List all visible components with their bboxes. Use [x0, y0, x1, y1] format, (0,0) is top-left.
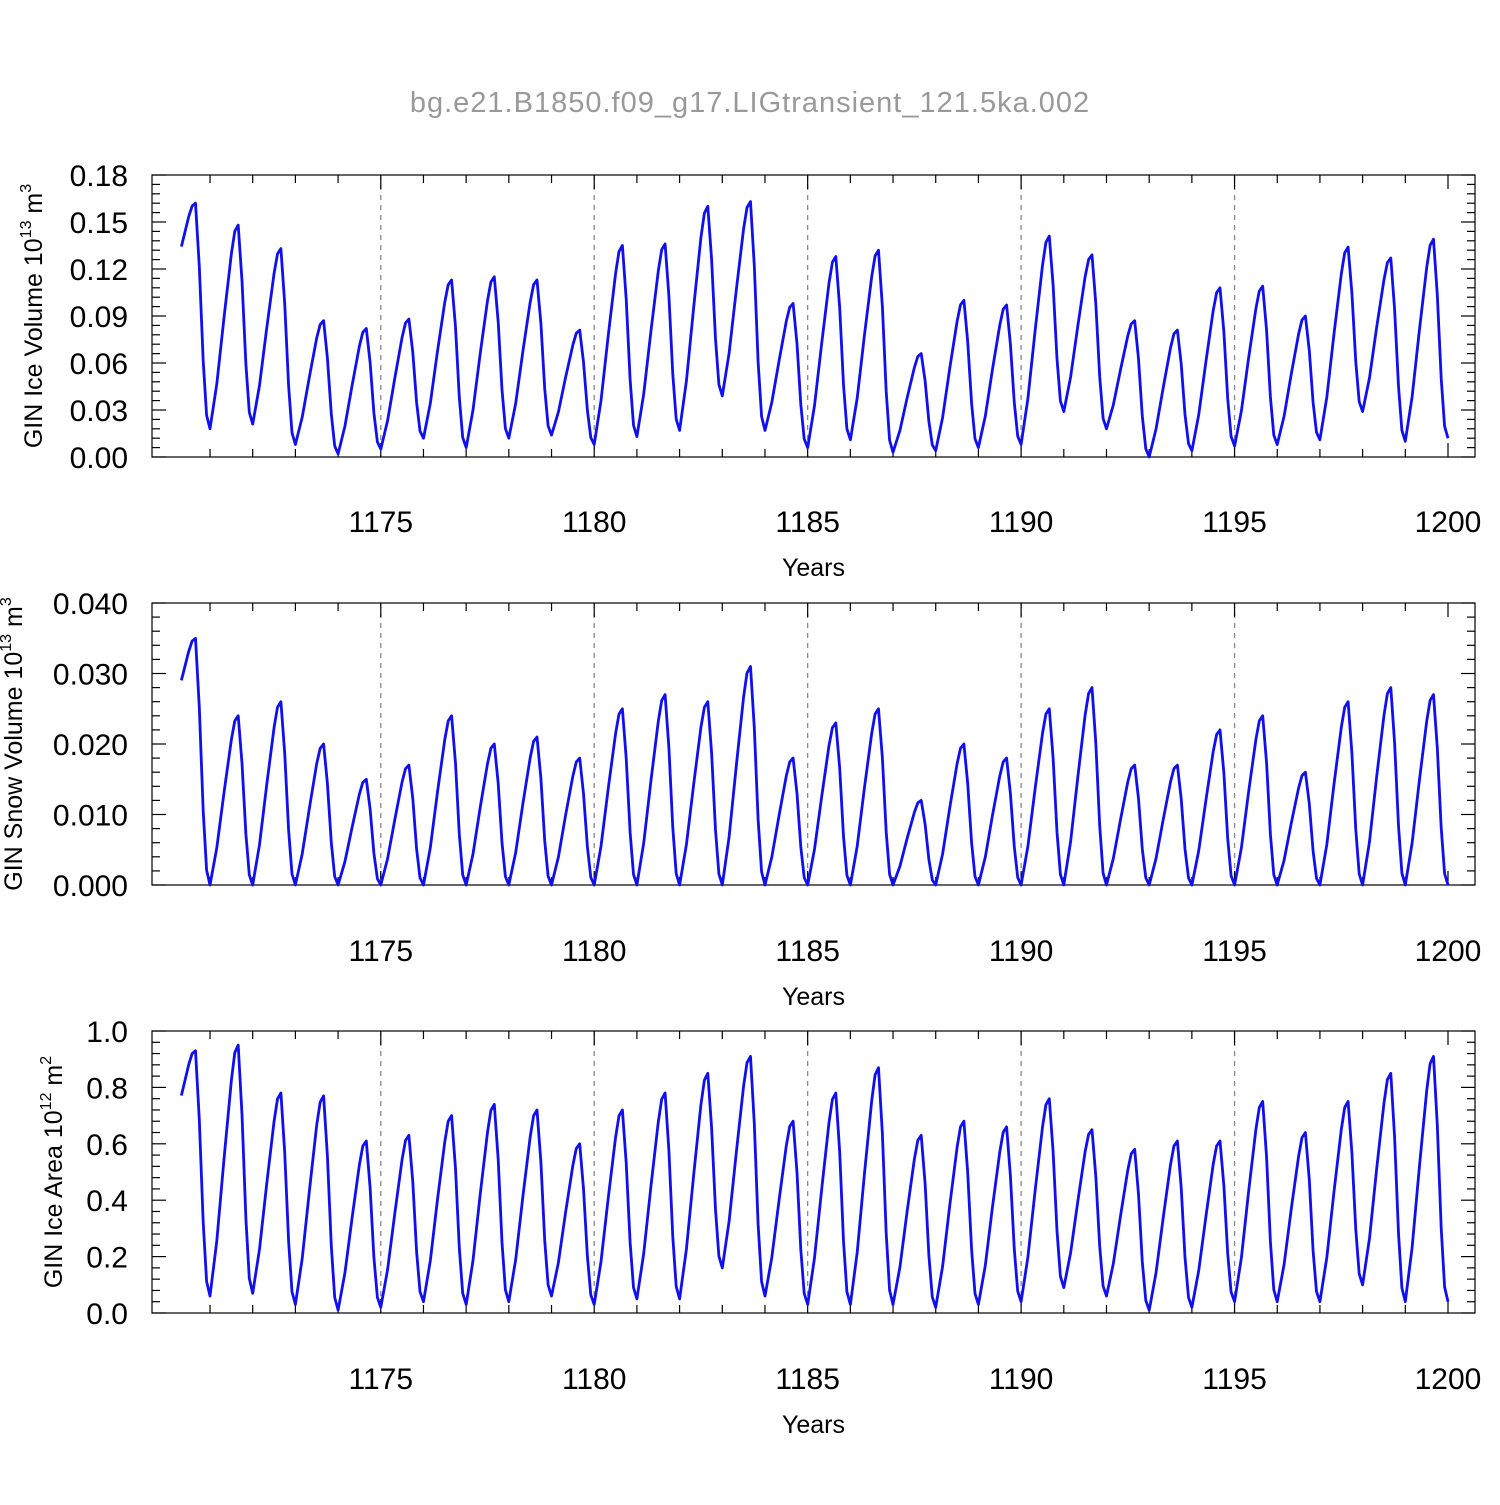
x-tick-label: 1180: [562, 1363, 627, 1396]
y-tick-label: 0.00: [70, 442, 128, 475]
x-tick-label: 1195: [1202, 1363, 1267, 1396]
y-tick-label: 0.8: [86, 1072, 128, 1105]
x-tick-label: 1185: [775, 1363, 840, 1396]
y-tick-label: 0.03: [70, 395, 128, 428]
y-tick-label: 0.010: [53, 800, 128, 833]
chart-title: bg.e21.B1850.f09_g17.LIGtransient_121.5k…: [410, 87, 1090, 119]
x-tick-label: 1180: [562, 935, 627, 968]
x-axis-label: Years: [782, 983, 845, 1011]
y-tick-label: 0.09: [70, 301, 128, 334]
panel-ice-area: 0.0 0.2 0.4 0.6 0.8 1.0 1175 1180 1185 1190 1195 12…: [38, 1016, 1481, 1439]
y-tick-label: 0.2: [86, 1242, 128, 1275]
y-tick-label: 0.15: [70, 207, 128, 240]
x-tick-label: 1180: [562, 506, 627, 539]
y-tick-label: 0.06: [70, 348, 128, 381]
y-tick-label: 0.12: [70, 254, 128, 287]
y-tick-label: 0.040: [53, 588, 128, 621]
x-tick-label: 1185: [775, 935, 840, 968]
x-tick-label: 1175: [349, 935, 414, 968]
x-tick-label: 1195: [1202, 506, 1267, 539]
series-line-ice-volume: [180, 200, 1450, 459]
plot-frame: [151, 1030, 1476, 1314]
y-tick-label: 0.4: [86, 1185, 128, 1218]
x-tick-label: 1200: [1415, 1363, 1482, 1396]
x-tick-label: 1200: [1415, 506, 1482, 539]
y-tick-label: 0.000: [53, 870, 128, 903]
y-tick-label: 1.0: [86, 1016, 128, 1049]
x-tick-label: 1185: [775, 506, 840, 539]
x-axis-label: Years: [782, 554, 845, 582]
x-tick-label: 1200: [1415, 935, 1482, 968]
x-tick-label: 1195: [1202, 935, 1267, 968]
y-axis-label: GIN Snow Volume 1013 m3: [0, 597, 28, 891]
panel-snow-volume: 0.000 0.010 0.020 0.030 0.040 1175 1180 1185 119…: [0, 588, 1481, 1011]
x-tick-label: 1190: [989, 1363, 1054, 1396]
plot-frame: [151, 602, 1476, 886]
x-tick-label: 1190: [989, 935, 1054, 968]
x-axis-label: Years: [782, 1411, 845, 1439]
series-line-ice-area: [180, 1043, 1450, 1312]
y-tick-label: 0.0: [86, 1298, 128, 1331]
y-tick-label: 0.6: [86, 1129, 128, 1162]
y-axis-label: GIN Ice Area 1012 m2: [38, 1056, 68, 1288]
x-tick-label: 1175: [349, 1363, 414, 1396]
x-tick-label: 1175: [349, 506, 414, 539]
y-tick-label: 0.020: [53, 729, 128, 762]
x-tick-label: 1190: [989, 506, 1054, 539]
y-axis-label: GIN Ice Volume 1013 m3: [18, 184, 48, 448]
series-line-snow-volume: [180, 636, 1450, 887]
panel-ice-volume: 0.00 0.03 0.06 0.09 0.12 0.15 0.18 1175 1180 1185…: [18, 160, 1481, 582]
y-tick-label: 0.030: [53, 659, 128, 692]
y-tick-label: 0.18: [70, 160, 128, 193]
